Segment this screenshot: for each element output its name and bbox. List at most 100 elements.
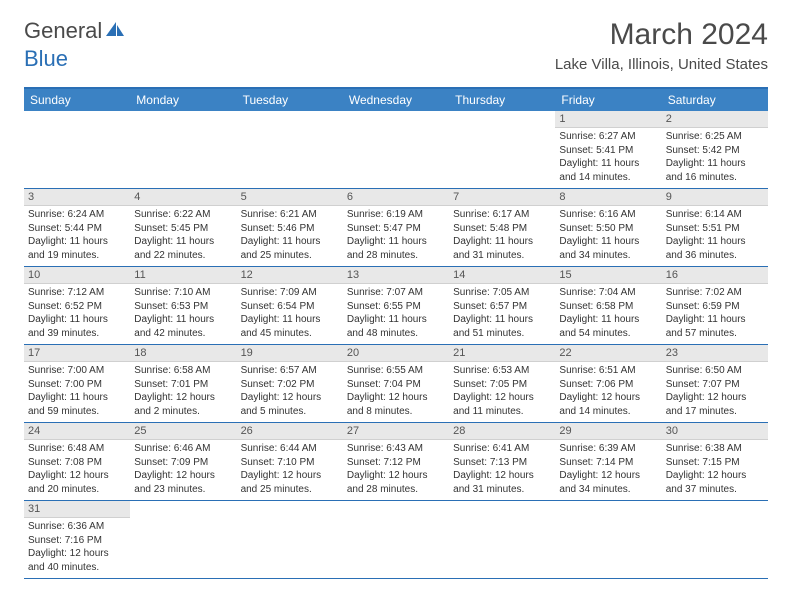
day-cell: 20Sunrise: 6:55 AMSunset: 7:04 PMDayligh… [343, 345, 449, 422]
sunset-text: Sunset: 5:47 PM [347, 222, 445, 236]
day-body: Sunrise: 6:17 AMSunset: 5:48 PMDaylight:… [449, 206, 555, 266]
day-body: Sunrise: 6:41 AMSunset: 7:13 PMDaylight:… [449, 440, 555, 500]
day-body: Sunrise: 6:19 AMSunset: 5:47 PMDaylight:… [343, 206, 449, 266]
sunset-text: Sunset: 5:41 PM [559, 144, 657, 158]
sunset-text: Sunset: 6:54 PM [241, 300, 339, 314]
day-body: Sunrise: 7:02 AMSunset: 6:59 PMDaylight:… [662, 284, 768, 344]
sunrise-text: Sunrise: 7:10 AM [134, 286, 232, 300]
daylight-text: Daylight: 12 hours and 5 minutes. [241, 391, 339, 418]
day-cell: 28Sunrise: 6:41 AMSunset: 7:13 PMDayligh… [449, 423, 555, 500]
day-number [237, 111, 343, 115]
day-cell [24, 111, 130, 188]
sunrise-text: Sunrise: 6:53 AM [453, 364, 551, 378]
day-number [130, 111, 236, 115]
day-number: 30 [662, 423, 768, 440]
daylight-text: Daylight: 11 hours and 14 minutes. [559, 157, 657, 184]
sunset-text: Sunset: 6:55 PM [347, 300, 445, 314]
day-cell: 24Sunrise: 6:48 AMSunset: 7:08 PMDayligh… [24, 423, 130, 500]
day-cell: 17Sunrise: 7:00 AMSunset: 7:00 PMDayligh… [24, 345, 130, 422]
day-number: 22 [555, 345, 661, 362]
day-body: Sunrise: 7:10 AMSunset: 6:53 PMDaylight:… [130, 284, 236, 344]
sunset-text: Sunset: 5:51 PM [666, 222, 764, 236]
sunset-text: Sunset: 5:44 PM [28, 222, 126, 236]
sunset-text: Sunset: 7:00 PM [28, 378, 126, 392]
day-number [555, 501, 661, 505]
day-body: Sunrise: 6:48 AMSunset: 7:08 PMDaylight:… [24, 440, 130, 500]
day-number: 8 [555, 189, 661, 206]
day-cell: 9Sunrise: 6:14 AMSunset: 5:51 PMDaylight… [662, 189, 768, 266]
week-row: 24Sunrise: 6:48 AMSunset: 7:08 PMDayligh… [24, 423, 768, 501]
day-cell: 3Sunrise: 6:24 AMSunset: 5:44 PMDaylight… [24, 189, 130, 266]
day-number: 16 [662, 267, 768, 284]
sunrise-text: Sunrise: 6:14 AM [666, 208, 764, 222]
day-body: Sunrise: 6:58 AMSunset: 7:01 PMDaylight:… [130, 362, 236, 422]
day-number: 20 [343, 345, 449, 362]
day-body: Sunrise: 7:05 AMSunset: 6:57 PMDaylight:… [449, 284, 555, 344]
day-body: Sunrise: 6:27 AMSunset: 5:41 PMDaylight:… [555, 128, 661, 188]
logo-text-2: Blue [24, 46, 68, 72]
daylight-text: Daylight: 12 hours and 31 minutes. [453, 469, 551, 496]
sunrise-text: Sunrise: 6:22 AM [134, 208, 232, 222]
sunset-text: Sunset: 7:13 PM [453, 456, 551, 470]
sunset-text: Sunset: 7:02 PM [241, 378, 339, 392]
sunset-text: Sunset: 6:53 PM [134, 300, 232, 314]
day-number [130, 501, 236, 505]
logo: General [24, 18, 126, 44]
sunrise-text: Sunrise: 6:36 AM [28, 520, 126, 534]
daylight-text: Daylight: 11 hours and 31 minutes. [453, 235, 551, 262]
day-number [343, 501, 449, 505]
day-number [24, 111, 130, 115]
daylight-text: Daylight: 11 hours and 28 minutes. [347, 235, 445, 262]
sunset-text: Sunset: 5:42 PM [666, 144, 764, 158]
day-cell: 11Sunrise: 7:10 AMSunset: 6:53 PMDayligh… [130, 267, 236, 344]
day-number: 14 [449, 267, 555, 284]
daylight-text: Daylight: 12 hours and 23 minutes. [134, 469, 232, 496]
sunset-text: Sunset: 5:45 PM [134, 222, 232, 236]
sunset-text: Sunset: 5:48 PM [453, 222, 551, 236]
day-cell [449, 111, 555, 188]
day-body: Sunrise: 7:00 AMSunset: 7:00 PMDaylight:… [24, 362, 130, 422]
daylight-text: Daylight: 12 hours and 17 minutes. [666, 391, 764, 418]
sunset-text: Sunset: 7:05 PM [453, 378, 551, 392]
day-number: 12 [237, 267, 343, 284]
day-number: 9 [662, 189, 768, 206]
day-cell: 22Sunrise: 6:51 AMSunset: 7:06 PMDayligh… [555, 345, 661, 422]
sunrise-text: Sunrise: 6:21 AM [241, 208, 339, 222]
dow-friday: Friday [555, 89, 661, 111]
sunset-text: Sunset: 7:12 PM [347, 456, 445, 470]
daylight-text: Daylight: 12 hours and 37 minutes. [666, 469, 764, 496]
daylight-text: Daylight: 12 hours and 28 minutes. [347, 469, 445, 496]
sunset-text: Sunset: 7:04 PM [347, 378, 445, 392]
day-body: Sunrise: 6:14 AMSunset: 5:51 PMDaylight:… [662, 206, 768, 266]
dow-saturday: Saturday [662, 89, 768, 111]
day-number: 6 [343, 189, 449, 206]
day-cell: 4Sunrise: 6:22 AMSunset: 5:45 PMDaylight… [130, 189, 236, 266]
sunrise-text: Sunrise: 6:51 AM [559, 364, 657, 378]
daylight-text: Daylight: 12 hours and 20 minutes. [28, 469, 126, 496]
sunset-text: Sunset: 7:09 PM [134, 456, 232, 470]
sunrise-text: Sunrise: 6:38 AM [666, 442, 764, 456]
day-cell [237, 111, 343, 188]
day-cell: 19Sunrise: 6:57 AMSunset: 7:02 PMDayligh… [237, 345, 343, 422]
sunrise-text: Sunrise: 7:02 AM [666, 286, 764, 300]
day-body: Sunrise: 6:50 AMSunset: 7:07 PMDaylight:… [662, 362, 768, 422]
sunrise-text: Sunrise: 6:25 AM [666, 130, 764, 144]
day-number: 13 [343, 267, 449, 284]
sunrise-text: Sunrise: 7:04 AM [559, 286, 657, 300]
sunrise-text: Sunrise: 6:43 AM [347, 442, 445, 456]
day-cell: 29Sunrise: 6:39 AMSunset: 7:14 PMDayligh… [555, 423, 661, 500]
daylight-text: Daylight: 11 hours and 39 minutes. [28, 313, 126, 340]
daylight-text: Daylight: 11 hours and 19 minutes. [28, 235, 126, 262]
daylight-text: Daylight: 11 hours and 16 minutes. [666, 157, 764, 184]
daylight-text: Daylight: 12 hours and 2 minutes. [134, 391, 232, 418]
day-number: 10 [24, 267, 130, 284]
day-cell: 2Sunrise: 6:25 AMSunset: 5:42 PMDaylight… [662, 111, 768, 188]
sunrise-text: Sunrise: 6:57 AM [241, 364, 339, 378]
sunrise-text: Sunrise: 7:05 AM [453, 286, 551, 300]
day-cell: 23Sunrise: 6:50 AMSunset: 7:07 PMDayligh… [662, 345, 768, 422]
sunset-text: Sunset: 5:46 PM [241, 222, 339, 236]
day-body: Sunrise: 7:07 AMSunset: 6:55 PMDaylight:… [343, 284, 449, 344]
day-body: Sunrise: 6:39 AMSunset: 7:14 PMDaylight:… [555, 440, 661, 500]
sunset-text: Sunset: 7:16 PM [28, 534, 126, 548]
sunrise-text: Sunrise: 6:58 AM [134, 364, 232, 378]
